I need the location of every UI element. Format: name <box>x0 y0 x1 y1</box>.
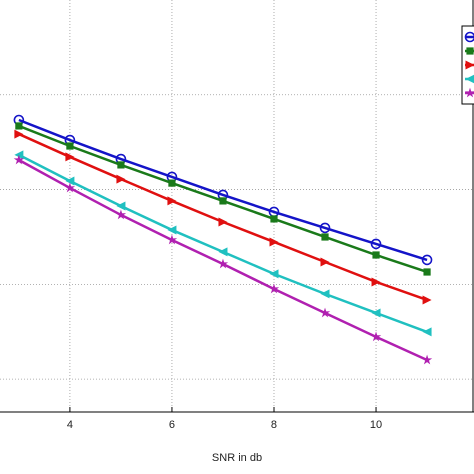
marker <box>116 201 126 211</box>
marker <box>66 142 74 150</box>
marker <box>64 182 76 193</box>
marker <box>269 269 279 279</box>
legend-marker <box>466 47 474 55</box>
marker <box>117 161 125 169</box>
marker <box>423 268 431 276</box>
marker <box>270 215 278 223</box>
marker <box>218 247 228 257</box>
x-tick-label: 10 <box>370 419 382 431</box>
marker <box>319 222 331 234</box>
legend-marker <box>464 87 474 98</box>
marker <box>371 277 381 287</box>
marker <box>65 176 75 186</box>
marker <box>422 295 432 305</box>
marker <box>269 237 279 247</box>
marker <box>217 258 229 269</box>
marker <box>65 152 75 162</box>
marker <box>14 129 24 139</box>
marker <box>421 354 433 365</box>
marker <box>319 307 331 318</box>
marker <box>167 196 177 206</box>
marker <box>370 238 382 250</box>
marker <box>168 179 176 187</box>
marker <box>116 174 126 184</box>
marker <box>372 251 380 259</box>
marker <box>115 209 127 220</box>
legend-marker <box>465 74 474 84</box>
x-tick-label: 8 <box>271 419 277 431</box>
marker <box>167 225 177 235</box>
marker <box>268 283 280 294</box>
x-tick-label: 4 <box>67 419 73 431</box>
marker <box>13 154 25 165</box>
marker <box>219 197 227 205</box>
legend-marker <box>464 31 474 43</box>
legend-marker <box>465 60 474 70</box>
x-axis-label: SNR in db <box>212 452 262 464</box>
marker <box>320 257 330 267</box>
series-line <box>18 118 428 262</box>
marker <box>422 327 432 337</box>
marker <box>15 122 23 130</box>
marker <box>218 217 228 227</box>
marker <box>321 233 329 241</box>
marker <box>166 234 178 245</box>
marker <box>421 254 433 266</box>
marker <box>320 289 330 299</box>
marker <box>371 308 381 318</box>
x-tick-label: 6 <box>169 419 175 431</box>
marker <box>370 331 382 342</box>
